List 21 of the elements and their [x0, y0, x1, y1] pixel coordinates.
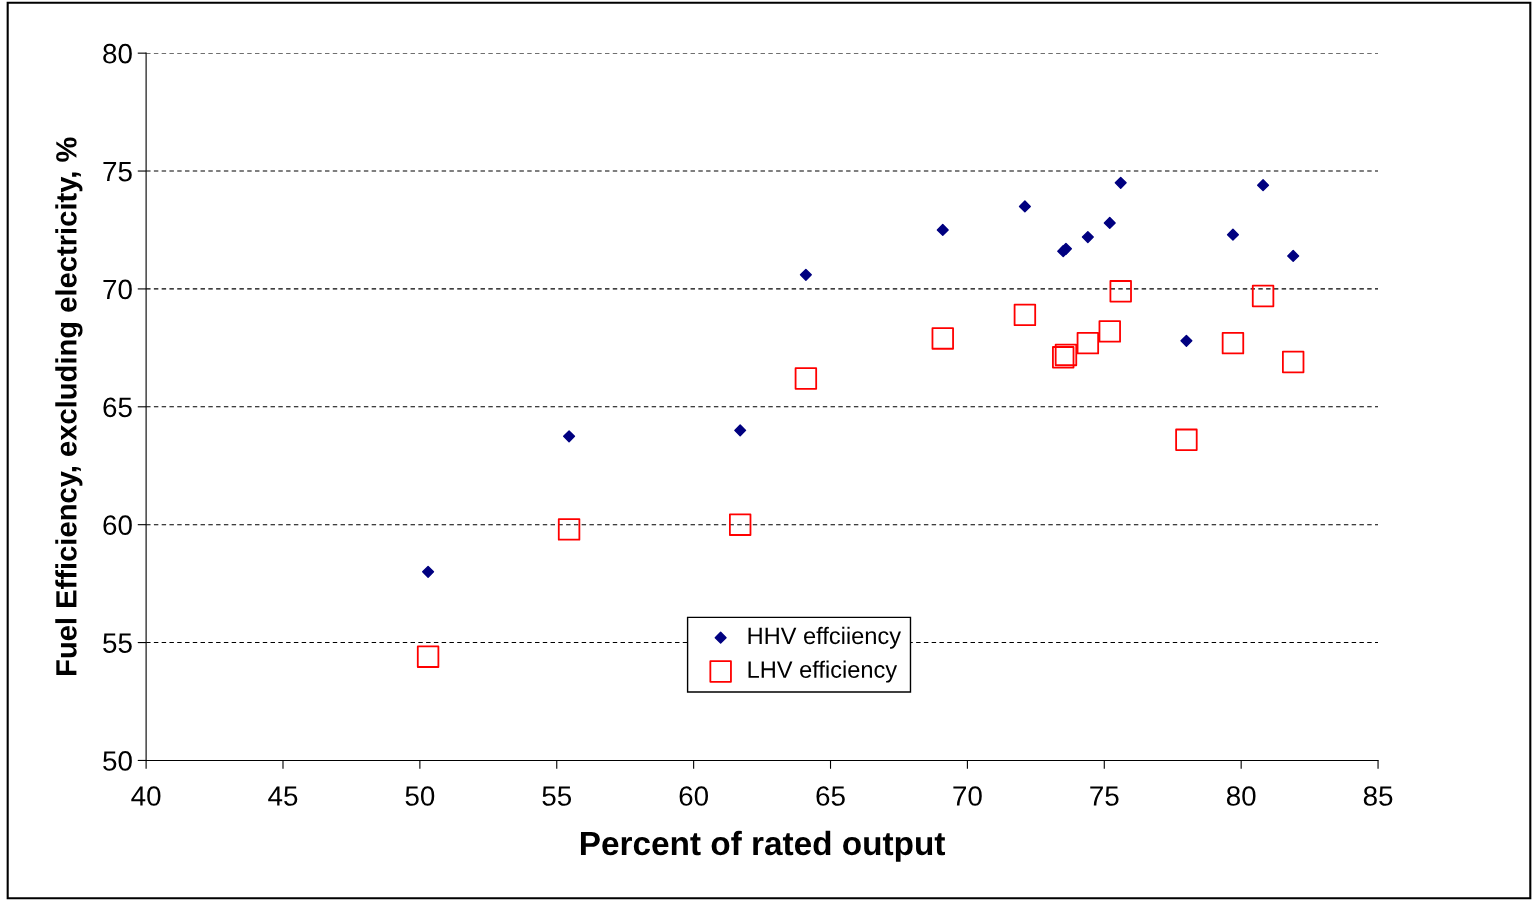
x-tick-label: 55 [542, 786, 572, 806]
y-axis-title: Fuel Efficiency, excluding electricity, % [55, 137, 83, 675]
x-tick-label: 80 [1226, 786, 1256, 806]
y-tick-label: 60 [103, 515, 132, 536]
y-tick-label: 80 [103, 43, 132, 64]
y-tick-label: 70 [103, 279, 132, 300]
x-tick-label: 45 [268, 786, 298, 806]
x-tick-label: 75 [1090, 786, 1119, 806]
y-tick-label: 55 [103, 633, 132, 653]
x-tick-label: 40 [131, 786, 161, 806]
y-tick-label: 75 [103, 161, 132, 182]
legend-label: LHV efficiency [748, 660, 898, 683]
y-tick-label: 65 [103, 397, 132, 418]
x-tick-label: 50 [405, 786, 435, 806]
legend-label: HHV effciiency [748, 626, 901, 649]
x-tick-label: 85 [1363, 786, 1393, 806]
x-tick-label: 70 [953, 786, 982, 806]
x-tick-label: 60 [679, 786, 708, 806]
x-axis-title: Percent of rated output [580, 830, 946, 862]
x-tick-label: 65 [816, 786, 845, 806]
y-tick-label: 50 [103, 751, 132, 771]
